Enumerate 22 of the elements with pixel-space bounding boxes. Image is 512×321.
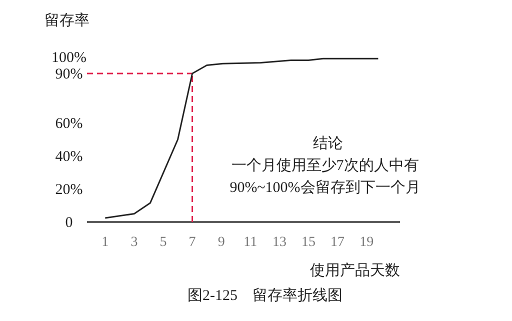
annotation: 一个月使用至少7次的人中有: [231, 157, 419, 174]
caption: 图2-125 留存率折线图: [188, 287, 342, 304]
x-axis-title: 使用产品天数: [310, 262, 400, 279]
y-tick-label: 60%: [55, 116, 83, 132]
x-tick-label: 17: [330, 235, 345, 250]
y-tick-label: 90%: [55, 66, 83, 82]
y-tick-label: 0: [65, 215, 73, 231]
y-axis-title: 留存率: [44, 12, 90, 29]
x-tick-label: 11: [244, 235, 258, 250]
x-tick-label: 15: [301, 235, 316, 250]
y-tick-label: 20%: [55, 182, 83, 198]
annotation: 结论: [313, 135, 343, 152]
x-tick-label: 5: [160, 235, 167, 250]
x-tick-label: 19: [360, 235, 374, 250]
y-tick-label: 40%: [55, 149, 83, 165]
x-tick-label: 9: [218, 235, 225, 250]
x-tick-label: 13: [272, 235, 286, 250]
annotation: 90%~100%会留存到下一个月: [230, 179, 420, 196]
x-tick-label: 3: [130, 235, 138, 250]
x-tick-label: 1: [102, 235, 109, 250]
x-tick-label: 7: [188, 235, 196, 250]
y-tick-label: 100%: [52, 50, 86, 66]
